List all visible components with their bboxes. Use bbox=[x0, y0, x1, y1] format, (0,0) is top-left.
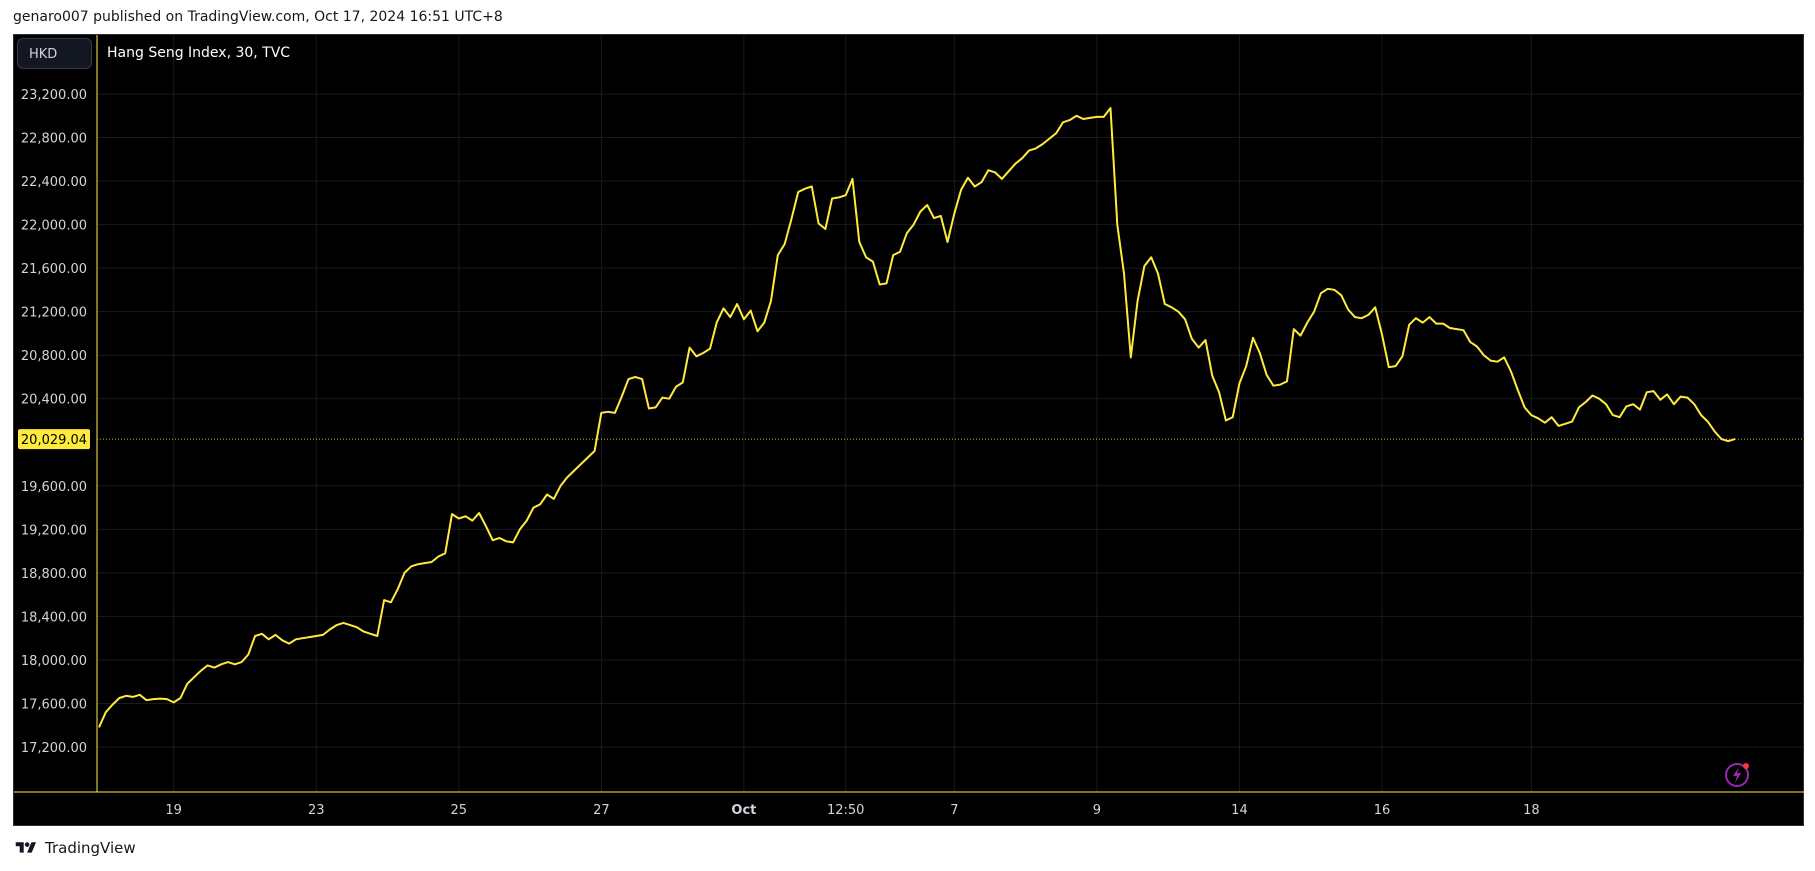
x-tick-label: 14 bbox=[1231, 803, 1248, 818]
y-tick-label: 18,800.00 bbox=[21, 567, 87, 582]
y-tick-label: 17,200.00 bbox=[21, 741, 87, 756]
x-tick-label: 23 bbox=[308, 803, 325, 818]
symbol-title: Hang Seng Index, 30, TVC bbox=[107, 45, 291, 61]
y-tick-label: 19,600.00 bbox=[21, 480, 87, 495]
currency-selector[interactable]: HKD bbox=[17, 38, 92, 69]
publisher-line: genaro007 published on TradingView.com, … bbox=[13, 9, 503, 25]
y-tick-label: 17,600.00 bbox=[21, 697, 87, 712]
y-tick-label: 21,200.00 bbox=[21, 306, 87, 321]
price-series-line bbox=[98, 107, 1736, 728]
y-tick-label: 18,000.00 bbox=[21, 654, 87, 669]
chart-panel[interactable] bbox=[13, 34, 1804, 826]
x-tick-label: 18 bbox=[1523, 803, 1540, 818]
y-tick-label: 21,600.00 bbox=[21, 262, 87, 277]
x-tick-label: Oct bbox=[731, 803, 756, 818]
footer-brand-label: TradingView bbox=[45, 839, 136, 857]
x-tick-label: 7 bbox=[950, 803, 958, 818]
x-tick-label: 9 bbox=[1093, 803, 1101, 818]
y-tick-label: 22,400.00 bbox=[21, 175, 87, 190]
x-tick-label: 16 bbox=[1374, 803, 1391, 818]
x-tick-label: 27 bbox=[593, 803, 610, 818]
y-tick-label: 19,200.00 bbox=[21, 523, 87, 538]
y-tick-label: 20,400.00 bbox=[21, 393, 87, 408]
y-tick-label: 20,800.00 bbox=[21, 349, 87, 364]
x-tick-label: 19 bbox=[165, 803, 182, 818]
x-tick-label: 25 bbox=[451, 803, 468, 818]
last-price-tag bbox=[18, 429, 90, 450]
lightning-icon[interactable] bbox=[1724, 760, 1752, 788]
tradingview-logo-icon bbox=[15, 842, 36, 853]
y-tick-label: 22,800.00 bbox=[21, 132, 87, 147]
last-price-label: 20,029.04 bbox=[21, 433, 87, 448]
y-tick-label: 18,400.00 bbox=[21, 610, 87, 625]
y-tick-label: 22,000.00 bbox=[21, 219, 87, 234]
y-tick-label: 23,200.00 bbox=[21, 88, 87, 103]
x-tick-label: 12:50 bbox=[827, 803, 864, 818]
footer-brand[interactable]: TradingView bbox=[13, 839, 136, 857]
